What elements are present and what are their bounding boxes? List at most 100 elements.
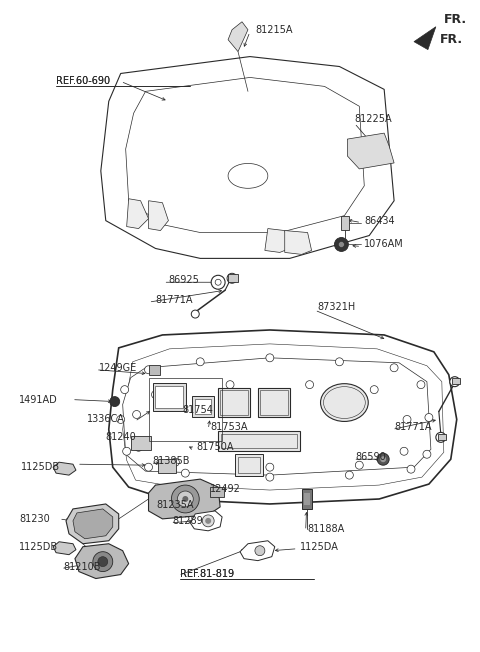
Polygon shape: [127, 199, 148, 229]
Polygon shape: [265, 229, 290, 252]
Text: 1076AM: 1076AM: [364, 239, 404, 250]
Text: 81240: 81240: [106, 432, 136, 442]
Text: 87321H: 87321H: [318, 302, 356, 312]
Bar: [301, 489, 312, 509]
Text: REF.60-690: REF.60-690: [56, 76, 110, 87]
Polygon shape: [240, 541, 275, 561]
Bar: [192, 396, 214, 417]
Text: REF.60-690: REF.60-690: [56, 76, 110, 87]
Text: 81188A: 81188A: [308, 524, 345, 534]
Bar: [218, 388, 250, 417]
Circle shape: [450, 377, 460, 387]
Text: REF.81-819: REF.81-819: [180, 569, 234, 578]
Polygon shape: [101, 57, 394, 258]
Circle shape: [202, 515, 214, 527]
Circle shape: [132, 411, 141, 419]
Bar: [238, 457, 260, 473]
Circle shape: [165, 388, 172, 396]
Text: FR.: FR.: [440, 33, 463, 46]
Circle shape: [181, 469, 189, 477]
Polygon shape: [414, 27, 436, 50]
Polygon shape: [75, 544, 129, 578]
Text: 81210B: 81210B: [63, 561, 100, 572]
Text: 81230: 81230: [19, 514, 50, 524]
Text: 86434: 86434: [364, 216, 395, 226]
Circle shape: [400, 447, 408, 455]
Circle shape: [178, 491, 193, 507]
Text: 1125DB: 1125DB: [19, 542, 59, 552]
Polygon shape: [73, 509, 113, 539]
Bar: [260, 390, 288, 415]
Text: 81750A: 81750A: [196, 442, 234, 452]
Text: 81754: 81754: [182, 404, 213, 415]
Circle shape: [425, 413, 433, 421]
Polygon shape: [148, 479, 220, 519]
Circle shape: [226, 381, 234, 389]
Circle shape: [346, 471, 353, 479]
Bar: [156, 385, 183, 408]
Bar: [235, 454, 263, 476]
Text: 81225A: 81225A: [354, 114, 392, 124]
Circle shape: [355, 461, 363, 469]
Polygon shape: [109, 330, 457, 504]
Circle shape: [171, 485, 199, 513]
Circle shape: [370, 385, 378, 394]
Circle shape: [377, 453, 389, 465]
Text: 81235A: 81235A: [156, 500, 194, 510]
Text: 86925: 86925: [168, 275, 199, 286]
Circle shape: [192, 310, 199, 318]
Circle shape: [380, 456, 386, 462]
Circle shape: [266, 473, 274, 481]
Text: 81215A: 81215A: [255, 25, 292, 35]
Circle shape: [205, 518, 211, 524]
Circle shape: [98, 557, 108, 567]
Circle shape: [417, 381, 425, 389]
Bar: [210, 487, 224, 497]
Circle shape: [144, 463, 153, 471]
Bar: [218, 432, 300, 451]
Circle shape: [171, 458, 180, 466]
Circle shape: [266, 463, 274, 471]
Text: 1491AD: 1491AD: [19, 394, 58, 405]
Circle shape: [335, 237, 348, 252]
Circle shape: [117, 415, 125, 423]
Bar: [148, 378, 222, 441]
Text: 1125DA: 1125DA: [300, 542, 338, 552]
Circle shape: [403, 415, 411, 423]
Bar: [158, 459, 176, 473]
Circle shape: [120, 385, 129, 394]
Circle shape: [336, 358, 343, 366]
Polygon shape: [66, 504, 119, 544]
Text: REF.81-819: REF.81-819: [180, 569, 234, 578]
Bar: [304, 493, 310, 505]
Text: 81771A: 81771A: [394, 422, 432, 432]
Bar: [220, 390, 248, 415]
Polygon shape: [190, 511, 222, 531]
Ellipse shape: [321, 383, 368, 421]
Text: 1249GE: 1249GE: [99, 363, 137, 373]
Text: 81289: 81289: [172, 516, 203, 526]
Text: 81771A: 81771A: [156, 295, 193, 305]
Text: FR.: FR.: [444, 13, 467, 26]
Circle shape: [407, 465, 415, 473]
Circle shape: [144, 366, 153, 374]
Polygon shape: [228, 22, 248, 52]
Circle shape: [93, 552, 113, 572]
Circle shape: [306, 381, 313, 389]
Bar: [341, 216, 349, 230]
Text: 81385B: 81385B: [153, 456, 190, 466]
Text: 1336CA: 1336CA: [87, 415, 125, 424]
Circle shape: [110, 396, 120, 407]
Circle shape: [152, 391, 159, 398]
Circle shape: [390, 364, 398, 372]
Circle shape: [266, 354, 274, 362]
Polygon shape: [285, 231, 312, 254]
Circle shape: [123, 447, 131, 455]
Bar: [131, 436, 151, 451]
Bar: [438, 434, 446, 440]
Circle shape: [211, 275, 225, 289]
Circle shape: [196, 358, 204, 366]
Bar: [195, 398, 211, 415]
Circle shape: [227, 273, 237, 283]
Circle shape: [255, 546, 265, 556]
